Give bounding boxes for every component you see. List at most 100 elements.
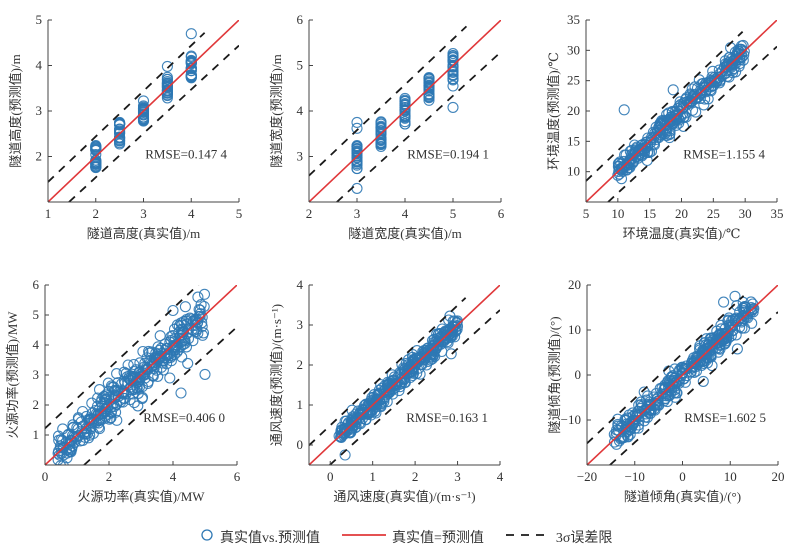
x-tick-label: 0 [679,469,686,484]
data-point [351,147,363,159]
y-tick-label: 3 [36,103,43,118]
data-point [114,135,126,147]
identity-line [45,285,237,465]
panel-wind-speed: 0 1 2 3 4 0 1 2 3 4 通风速度(真实值)/(m·s⁻¹) 通风速度(预测值)/(m·… [269,277,504,504]
data-point [139,372,151,384]
data-point [642,398,655,410]
data-point [192,291,204,303]
data-point [180,341,193,353]
data-point [667,84,679,96]
data-point [680,99,692,111]
legend-item-error-limit: 3σ误差限 [505,527,612,547]
x-tick-label: 10 [724,469,737,484]
data-point [409,352,422,364]
data-point [336,421,348,433]
data-point [128,358,140,371]
x-tick-label: 2 [93,206,100,221]
data-point [621,159,633,171]
identity-line [309,20,501,202]
y-tick-label: 2 [33,397,40,412]
data-point [167,330,179,342]
x-tick-label: 4 [402,206,409,221]
data-point [731,343,743,355]
data-point [105,406,117,418]
y-tick-label: 5 [33,307,40,322]
circle-marker-icon [200,528,214,547]
data-point [447,73,459,85]
data-point [633,411,645,423]
x-tick-label: 10 [611,206,624,221]
data-point [57,423,69,435]
y-tick-label: 4 [36,58,43,73]
data-point [659,383,671,395]
data-point [356,408,368,420]
upper-3sigma-line [586,31,744,182]
data-point [114,116,126,128]
y-tick-label: 4 [297,277,304,292]
y-axis-label: 火源功率(预测值)/MW [5,311,20,439]
x-tick-label: 6 [234,469,241,484]
data-point [427,348,439,360]
identity-line [309,285,500,465]
data-point [664,380,677,392]
data-point [73,413,85,425]
data-point [700,84,712,96]
data-point [386,369,398,381]
y-axis-label: 环境温度(预测值)/℃ [546,52,561,170]
data-point [734,312,746,324]
y-tick-label: 5 [297,58,304,73]
data-point [173,326,185,339]
data-point [114,127,126,139]
lower-3sigma-line [68,44,239,202]
upper-3sigma-line [45,285,200,430]
data-point [137,106,150,119]
data-point [132,400,144,412]
rmse-annotation: RMSE=1.602 5 [684,410,766,425]
data-point [663,132,676,144]
data-point [620,421,632,433]
data-point [698,99,710,111]
x-tick-label: 20 [772,469,785,484]
data-point [375,121,387,133]
data-point [375,134,387,146]
data-point [673,375,685,388]
data-point [664,127,676,140]
data-point [404,371,416,384]
data-point [447,80,459,92]
x-tick-label: 0 [42,469,49,484]
rmse-annotation: RMSE=1.155 4 [683,146,765,161]
data-point [722,315,734,327]
data-point [64,445,76,457]
data-point [105,412,117,424]
panel-inclination: −20 −10 0 10 20 −10 0 10 20 隧道倾角(真实值)/(°) 隧道倾角(预测值… [547,277,785,504]
y-tick-label: −10 [561,412,581,427]
x-tick-label: 4 [170,469,177,484]
lower-3sigma-line [336,51,501,202]
data-point [375,138,387,150]
data-point [698,349,711,361]
data-point [423,72,435,84]
data-point [644,146,656,158]
data-point [420,347,432,359]
data-point [435,333,447,345]
y-tick-label: 4 [33,337,40,352]
data-point [674,96,686,108]
data-point [729,290,741,302]
data-point [643,407,655,419]
y-axis-label: 通风速度(预测值)/(m·s⁻¹) [269,304,284,446]
data-point [142,377,154,389]
data-point [394,381,406,393]
data-point [351,182,363,194]
data-point [694,340,706,352]
data-point [732,44,744,56]
data-point [167,341,179,353]
y-tick-label: 15 [567,133,580,148]
data-point [351,163,363,175]
data-point [99,394,111,406]
panel-temperature: 5 10 15 20 25 30 35 10 15 20 25 30 35 环境温度(真实值)/℃ 环境温度… [546,12,784,241]
upper-3sigma-line [309,25,468,177]
y-tick-label: 4 [297,103,304,118]
data-point [373,384,385,396]
x-tick-label: 30 [739,206,752,221]
